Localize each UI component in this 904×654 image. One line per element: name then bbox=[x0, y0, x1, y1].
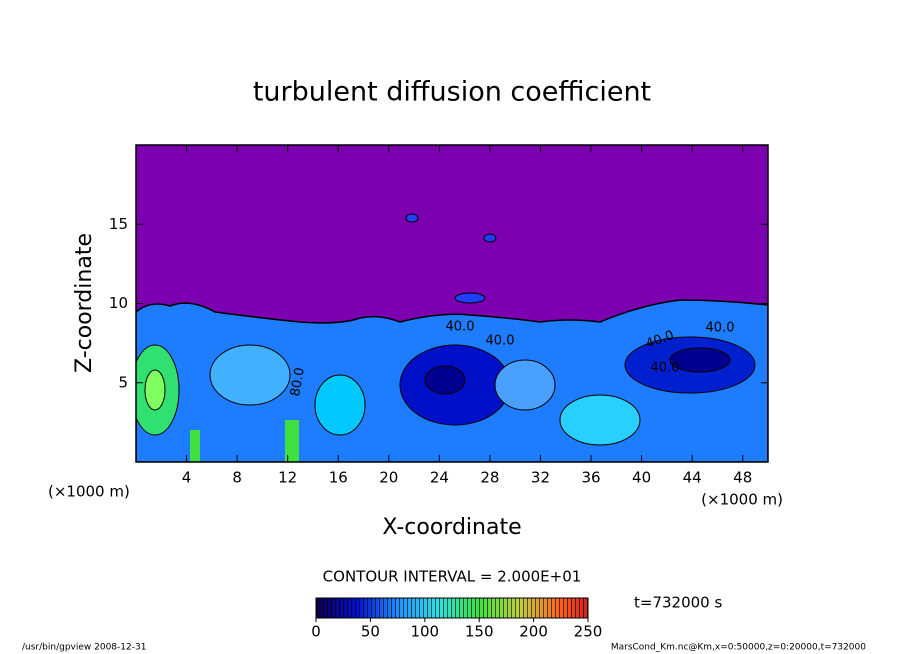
x-tick-label: 32 bbox=[531, 469, 550, 487]
x-tick-label: 16 bbox=[329, 469, 348, 487]
colorbar-frame bbox=[315, 597, 589, 619]
colorbar-tick-label: 50 bbox=[361, 623, 380, 641]
y-tick-label: 15 bbox=[109, 215, 128, 233]
x-tick-label: 36 bbox=[581, 469, 600, 487]
x-tick-label: 48 bbox=[733, 469, 752, 487]
x-tick-label: 28 bbox=[480, 469, 499, 487]
y-axis-label: Z-coordinate bbox=[72, 233, 97, 373]
x-axis-label: X-coordinate bbox=[382, 515, 521, 540]
x-tick-label: 8 bbox=[232, 469, 242, 487]
colorbar-tick-label: 0 bbox=[311, 623, 321, 641]
colorbar-tick-label: 100 bbox=[410, 623, 439, 641]
x-unit: (×1000 m) bbox=[701, 491, 783, 509]
x-tick-label: 20 bbox=[379, 469, 398, 487]
x-tick-label: 4 bbox=[182, 469, 192, 487]
contour-label: 40.0 bbox=[651, 361, 680, 376]
colorbar-tick-label: 150 bbox=[465, 623, 494, 641]
chart-title: turbulent diffusion coefficient bbox=[253, 77, 651, 108]
x-tick-label: 24 bbox=[430, 469, 449, 487]
colorbar-tick-label: 200 bbox=[519, 623, 548, 641]
field bbox=[136, 145, 768, 462]
colorbar-tick-label: 250 bbox=[574, 623, 603, 641]
x-tick-label: 40 bbox=[632, 469, 651, 487]
y-tick-label: 5 bbox=[118, 373, 128, 391]
y-tick-label: 10 bbox=[109, 294, 128, 312]
time-label: t=732000 s bbox=[634, 594, 722, 612]
colorbar-lines bbox=[316, 598, 588, 618]
contour-label: 40.0 bbox=[706, 321, 735, 336]
contour-label: 80.0 bbox=[288, 366, 308, 397]
contour-interval: CONTOUR INTERVAL = 2.000E+01 bbox=[323, 568, 582, 586]
footer-left: /usr/bin/gpview 2008-12-31 bbox=[22, 643, 146, 653]
y-unit: (×1000 m) bbox=[48, 483, 130, 501]
x-tick-label: 12 bbox=[278, 469, 297, 487]
contour-label: 40.0 bbox=[486, 334, 515, 349]
contour-label: 40.0 bbox=[446, 320, 475, 335]
footer-right: MarsCond_Km.nc@Km,x=0:50000,z=0:20000,t=… bbox=[611, 643, 866, 653]
x-tick-label: 44 bbox=[683, 469, 702, 487]
